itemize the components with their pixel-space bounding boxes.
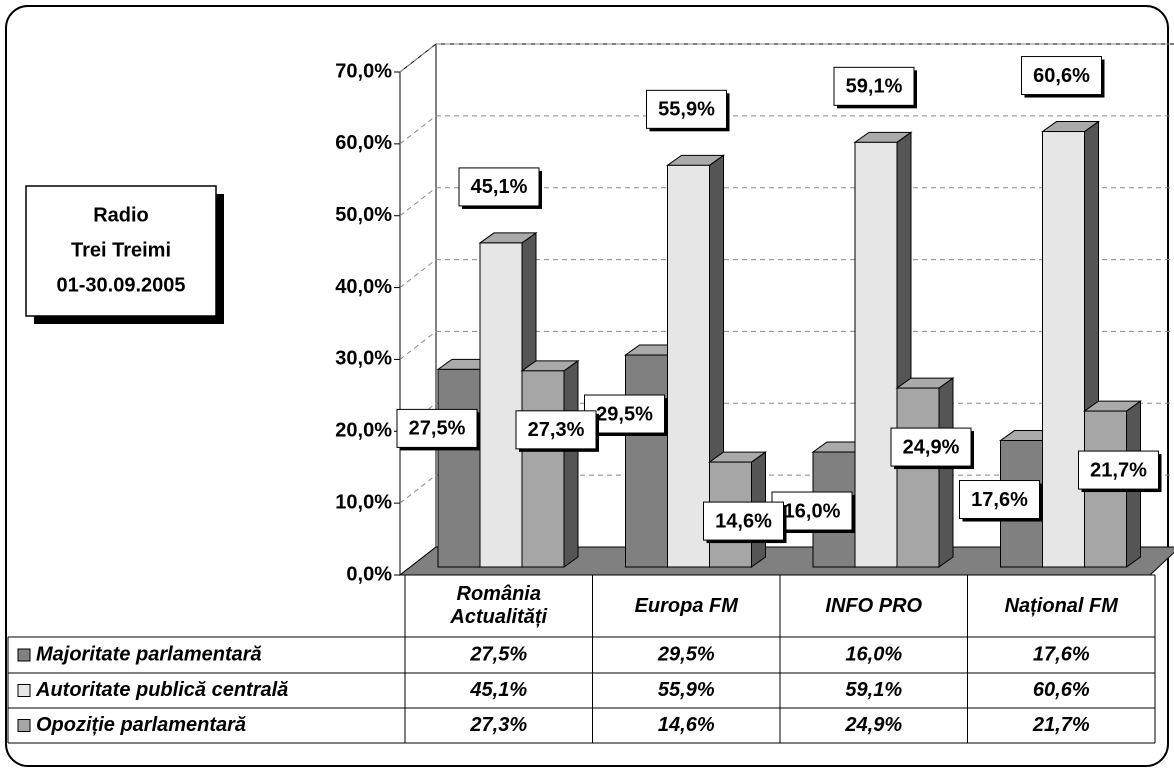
y-tick-label: 30,0% [335, 348, 392, 370]
category-cell: România Actualități [450, 583, 548, 628]
y-tick-label: 20,0% [335, 420, 392, 442]
bar [437, 368, 481, 568]
x-tick-label: INFO PRO [825, 594, 923, 617]
legend-swatch [17, 648, 31, 662]
category-cell: INFO PRO [825, 594, 923, 617]
data-label: 21,7% [1090, 459, 1147, 481]
label-box [890, 427, 972, 467]
bar [625, 354, 668, 568]
data-label: 27,5% [409, 418, 466, 440]
data-label: 55,9% [658, 99, 715, 121]
bar-side [938, 377, 954, 568]
table-cell: 24,9% [844, 714, 902, 736]
bar [896, 387, 940, 568]
label-box [833, 66, 915, 106]
bar-side [563, 359, 579, 568]
category-cell: Național FM [1004, 594, 1118, 617]
chart-title: 01-30.09.2005 [56, 274, 185, 296]
chart-title: Trei Treimi [71, 239, 171, 261]
table-cell: 45,1% [469, 679, 527, 701]
data-label: 27,3% [528, 419, 585, 441]
x-tick-label: România Actualități [450, 583, 548, 628]
table-cell: 16,0% [845, 643, 902, 665]
title-box [25, 185, 217, 317]
data-label: 29,5% [596, 403, 653, 425]
label-box [1078, 450, 1159, 490]
table-cell: 55,9% [658, 679, 715, 701]
data-label: 59,1% [846, 76, 903, 98]
chart-title: Radio [93, 204, 149, 226]
y-tick-label: 40,0% [335, 276, 392, 298]
legend-entry: Opoziție parlamentară [36, 714, 246, 736]
label-box [703, 501, 784, 541]
grid-line [399, 187, 437, 217]
bar [854, 141, 898, 568]
label-box [396, 408, 478, 448]
grid-line [399, 259, 437, 288]
grid-line [399, 474, 437, 504]
grid-line [399, 43, 437, 73]
legend-entry: Majoritate parlamentară [36, 643, 262, 665]
y-tick-label: 0,0% [346, 563, 392, 585]
bar [521, 370, 565, 568]
data-label: 24,9% [903, 436, 960, 458]
y-tick-label: 70,0% [335, 60, 392, 82]
data-label: 45,1% [471, 176, 528, 198]
bar [479, 242, 523, 568]
data-label: 14,6% [715, 510, 772, 532]
data-label: 16,0% [784, 500, 841, 522]
legend-swatch [17, 719, 31, 732]
label-box [959, 480, 1040, 520]
table-cell: 14,6% [658, 714, 715, 736]
x-tick-label: Național FM [1004, 594, 1118, 617]
y-tick-label: 50,0% [335, 204, 392, 226]
label-box [1021, 56, 1102, 96]
data-label: 17,6% [971, 489, 1028, 511]
legend-swatch [17, 684, 31, 697]
legend-entry: Autoritate publică centrală [35, 679, 288, 701]
table-cell: 17,6% [1033, 643, 1090, 665]
label-box [515, 410, 597, 450]
back-wall [399, 42, 437, 577]
table-cell: 27,3% [469, 714, 527, 736]
label-box [458, 167, 540, 207]
y-tick-label: 10,0% [335, 491, 392, 513]
table-cell: 29,5% [657, 643, 715, 665]
bar [667, 164, 710, 568]
label-box [646, 89, 727, 129]
table-cell: 59,1% [845, 679, 902, 701]
table-cell: 27,5% [469, 643, 527, 665]
grid-line [399, 331, 437, 360]
y-tick-label: 60,0% [335, 132, 392, 154]
table-cell: 60,6% [1033, 679, 1090, 701]
bar [1042, 131, 1085, 568]
category-cell: Europa FM [634, 594, 738, 617]
x-tick-label: Europa FM [634, 594, 738, 617]
data-label: 60,6% [1033, 65, 1090, 87]
table-cell: 21,7% [1032, 714, 1090, 736]
grid-line [399, 115, 437, 145]
